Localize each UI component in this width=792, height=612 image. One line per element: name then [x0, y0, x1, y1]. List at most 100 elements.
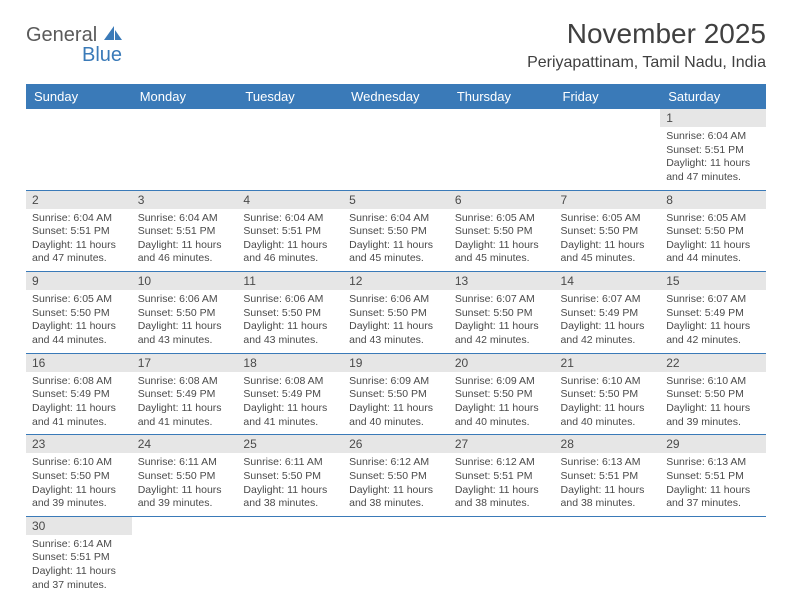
- day-info-cell: Sunrise: 6:07 AMSunset: 5:49 PMDaylight:…: [555, 290, 661, 353]
- weekday-header: Saturday: [660, 84, 766, 109]
- sunrise-line: Sunrise: 6:13 AM: [666, 456, 760, 470]
- day-info-cell: Sunrise: 6:04 AMSunset: 5:50 PMDaylight:…: [343, 209, 449, 272]
- weekday-row: Sunday Monday Tuesday Wednesday Thursday…: [26, 84, 766, 109]
- day-number-cell: [555, 516, 661, 535]
- sunrise-line: Sunrise: 6:09 AM: [349, 375, 443, 389]
- day-number-cell: [449, 516, 555, 535]
- sunrise-line: Sunrise: 6:13 AM: [561, 456, 655, 470]
- day-number-cell: 3: [132, 190, 238, 209]
- sunrise-line: Sunrise: 6:04 AM: [138, 212, 232, 226]
- daylight-line: Daylight: 11 hours and 40 minutes.: [561, 402, 655, 429]
- sunrise-line: Sunrise: 6:07 AM: [455, 293, 549, 307]
- sunset-line: Sunset: 5:49 PM: [138, 388, 232, 402]
- daylight-line: Daylight: 11 hours and 47 minutes.: [32, 239, 126, 266]
- info-row: Sunrise: 6:04 AMSunset: 5:51 PMDaylight:…: [26, 209, 766, 272]
- sunset-line: Sunset: 5:50 PM: [138, 470, 232, 484]
- day-number-cell: [237, 109, 343, 127]
- day-info-cell: Sunrise: 6:06 AMSunset: 5:50 PMDaylight:…: [132, 290, 238, 353]
- day-number-cell: 12: [343, 272, 449, 291]
- weekday-header: Wednesday: [343, 84, 449, 109]
- daylight-line: Daylight: 11 hours and 44 minutes.: [32, 320, 126, 347]
- day-info-cell: Sunrise: 6:11 AMSunset: 5:50 PMDaylight:…: [132, 453, 238, 516]
- day-info-cell: Sunrise: 6:09 AMSunset: 5:50 PMDaylight:…: [449, 372, 555, 435]
- page-subtitle: Periyapattinam, Tamil Nadu, India: [527, 54, 766, 72]
- day-info-cell: [237, 127, 343, 190]
- sunset-line: Sunset: 5:50 PM: [349, 388, 443, 402]
- daylight-line: Daylight: 11 hours and 43 minutes.: [243, 320, 337, 347]
- day-info-cell: Sunrise: 6:05 AMSunset: 5:50 PMDaylight:…: [555, 209, 661, 272]
- day-number-cell: 27: [449, 435, 555, 454]
- daylight-line: Daylight: 11 hours and 42 minutes.: [455, 320, 549, 347]
- day-number-cell: 4: [237, 190, 343, 209]
- day-info-cell: Sunrise: 6:12 AMSunset: 5:50 PMDaylight:…: [343, 453, 449, 516]
- day-number-cell: [26, 109, 132, 127]
- day-info-cell: Sunrise: 6:04 AMSunset: 5:51 PMDaylight:…: [660, 127, 766, 190]
- sunrise-line: Sunrise: 6:04 AM: [243, 212, 337, 226]
- sunrise-line: Sunrise: 6:06 AM: [138, 293, 232, 307]
- sunrise-line: Sunrise: 6:05 AM: [32, 293, 126, 307]
- day-info-cell: Sunrise: 6:08 AMSunset: 5:49 PMDaylight:…: [132, 372, 238, 435]
- day-number-cell: 8: [660, 190, 766, 209]
- sunset-line: Sunset: 5:50 PM: [349, 307, 443, 321]
- daylight-line: Daylight: 11 hours and 37 minutes.: [666, 484, 760, 511]
- day-info-cell: Sunrise: 6:09 AMSunset: 5:50 PMDaylight:…: [343, 372, 449, 435]
- daylight-line: Daylight: 11 hours and 41 minutes.: [243, 402, 337, 429]
- daylight-line: Daylight: 11 hours and 37 minutes.: [32, 565, 126, 592]
- sunset-line: Sunset: 5:50 PM: [455, 388, 549, 402]
- daylight-line: Daylight: 11 hours and 42 minutes.: [561, 320, 655, 347]
- day-number-cell: 5: [343, 190, 449, 209]
- sunrise-line: Sunrise: 6:09 AM: [455, 375, 549, 389]
- day-number-cell: [343, 109, 449, 127]
- sunset-line: Sunset: 5:50 PM: [561, 225, 655, 239]
- sunset-line: Sunset: 5:50 PM: [349, 225, 443, 239]
- day-number-cell: 22: [660, 353, 766, 372]
- sunset-line: Sunset: 5:51 PM: [243, 225, 337, 239]
- sunrise-line: Sunrise: 6:05 AM: [561, 212, 655, 226]
- day-number-cell: 20: [449, 353, 555, 372]
- day-info-cell: Sunrise: 6:04 AMSunset: 5:51 PMDaylight:…: [26, 209, 132, 272]
- sunset-line: Sunset: 5:49 PM: [561, 307, 655, 321]
- daylight-line: Daylight: 11 hours and 47 minutes.: [666, 157, 760, 184]
- day-info-cell: [132, 127, 238, 190]
- sunset-line: Sunset: 5:50 PM: [32, 307, 126, 321]
- daynum-row: 2345678: [26, 190, 766, 209]
- day-info-cell: Sunrise: 6:10 AMSunset: 5:50 PMDaylight:…: [26, 453, 132, 516]
- day-info-cell: Sunrise: 6:04 AMSunset: 5:51 PMDaylight:…: [132, 209, 238, 272]
- day-number-cell: 6: [449, 190, 555, 209]
- day-info-cell: [132, 535, 238, 598]
- sunset-line: Sunset: 5:51 PM: [32, 225, 126, 239]
- day-info-cell: Sunrise: 6:08 AMSunset: 5:49 PMDaylight:…: [26, 372, 132, 435]
- sunset-line: Sunset: 5:51 PM: [32, 551, 126, 565]
- day-info-cell: [237, 535, 343, 598]
- day-number-cell: 10: [132, 272, 238, 291]
- day-info-cell: [555, 127, 661, 190]
- weekday-header: Friday: [555, 84, 661, 109]
- day-info-cell: Sunrise: 6:13 AMSunset: 5:51 PMDaylight:…: [660, 453, 766, 516]
- sunset-line: Sunset: 5:49 PM: [243, 388, 337, 402]
- day-info-cell: Sunrise: 6:04 AMSunset: 5:51 PMDaylight:…: [237, 209, 343, 272]
- day-number-cell: 18: [237, 353, 343, 372]
- sunset-line: Sunset: 5:50 PM: [455, 307, 549, 321]
- sunrise-line: Sunrise: 6:11 AM: [138, 456, 232, 470]
- sunset-line: Sunset: 5:51 PM: [138, 225, 232, 239]
- title-block: November 2025 Periyapattinam, Tamil Nadu…: [527, 18, 766, 72]
- day-number-cell: 15: [660, 272, 766, 291]
- daynum-row: 1: [26, 109, 766, 127]
- daylight-line: Daylight: 11 hours and 45 minutes.: [561, 239, 655, 266]
- daynum-row: 9101112131415: [26, 272, 766, 291]
- sunset-line: Sunset: 5:50 PM: [243, 307, 337, 321]
- sunset-line: Sunset: 5:50 PM: [666, 225, 760, 239]
- day-number-cell: 17: [132, 353, 238, 372]
- sunrise-line: Sunrise: 6:08 AM: [243, 375, 337, 389]
- sunset-line: Sunset: 5:50 PM: [138, 307, 232, 321]
- day-number-cell: 23: [26, 435, 132, 454]
- day-number-cell: [555, 109, 661, 127]
- sunrise-line: Sunrise: 6:04 AM: [32, 212, 126, 226]
- day-info-cell: [449, 127, 555, 190]
- day-number-cell: 19: [343, 353, 449, 372]
- day-info-cell: Sunrise: 6:10 AMSunset: 5:50 PMDaylight:…: [660, 372, 766, 435]
- logo-part2: Blue: [82, 44, 122, 66]
- day-info-cell: Sunrise: 6:05 AMSunset: 5:50 PMDaylight:…: [449, 209, 555, 272]
- day-info-cell: [660, 535, 766, 598]
- day-number-cell: [449, 109, 555, 127]
